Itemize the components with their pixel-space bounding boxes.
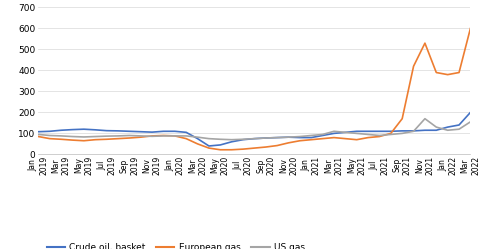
Legend: Crude oil, basket, European gas, US gas: Crude oil, basket, European gas, US gas bbox=[43, 240, 309, 249]
